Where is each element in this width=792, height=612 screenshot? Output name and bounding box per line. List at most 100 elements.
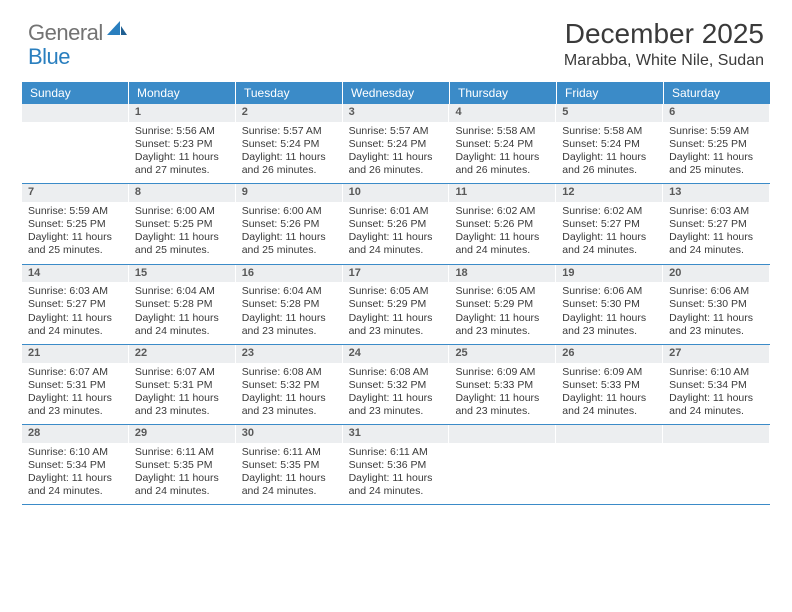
- daylight-text: Daylight: 11 hours and 26 minutes.: [242, 151, 336, 177]
- sunset-text: Sunset: 5:25 PM: [135, 218, 229, 231]
- sunrise-text: Sunrise: 5:59 AM: [669, 125, 763, 138]
- sunrise-text: Sunrise: 6:06 AM: [562, 285, 656, 298]
- cell-body: Sunrise: 5:58 AMSunset: 5:24 PMDaylight:…: [556, 122, 662, 184]
- cell-body: Sunrise: 6:04 AMSunset: 5:28 PMDaylight:…: [129, 282, 235, 344]
- daylight-text: Daylight: 11 hours and 27 minutes.: [135, 151, 229, 177]
- title-block: December 2025 Marabba, White Nile, Sudan: [564, 18, 764, 70]
- daylight-text: Daylight: 11 hours and 24 minutes.: [28, 312, 122, 338]
- calendar-cell: 2 Sunrise: 5:57 AMSunset: 5:24 PMDaylight…: [236, 104, 343, 183]
- calendar-week-row: 14Sunrise: 6:03 AMSunset: 5:27 PMDayligh…: [22, 265, 770, 345]
- daylight-text: Daylight: 11 hours and 23 minutes.: [28, 392, 122, 418]
- sunrise-text: Sunrise: 6:02 AM: [562, 205, 656, 218]
- calendar-cell: 15Sunrise: 6:04 AMSunset: 5:28 PMDayligh…: [129, 265, 236, 344]
- calendar-cell: 1Sunrise: 5:56 AMSunset: 5:23 PMDaylight…: [129, 104, 236, 183]
- daylight-text: Daylight: 11 hours and 24 minutes.: [135, 472, 229, 498]
- day-number: 27: [663, 345, 769, 363]
- weekday-header: Sunday: [22, 82, 129, 104]
- day-number: 31: [343, 425, 449, 443]
- cell-body: Sunrise: 6:09 AMSunset: 5:33 PMDaylight:…: [556, 363, 662, 425]
- cell-body: Sunrise: 6:00 AMSunset: 5:26 PMDaylight:…: [236, 202, 342, 264]
- daylight-text: Daylight: 11 hours and 26 minutes.: [562, 151, 656, 177]
- sunrise-text: Sunrise: 6:01 AM: [349, 205, 443, 218]
- daylight-text: Daylight: 11 hours and 24 minutes.: [349, 231, 443, 257]
- cell-body: Sunrise: 6:07 AMSunset: 5:31 PMDaylight:…: [22, 363, 128, 425]
- day-number: 24: [343, 345, 449, 363]
- calendar-cell: 27Sunrise: 6:10 AMSunset: 5:34 PMDayligh…: [663, 345, 770, 424]
- cell-body: Sunrise: 6:03 AMSunset: 5:27 PMDaylight:…: [663, 202, 769, 264]
- weekday-header: Wednesday: [343, 82, 450, 104]
- calendar-cell: 11Sunrise: 6:02 AMSunset: 5:26 PMDayligh…: [449, 184, 556, 263]
- cell-body: Sunrise: 6:11 AMSunset: 5:35 PMDaylight:…: [129, 443, 235, 505]
- daylight-text: Daylight: 11 hours and 23 minutes.: [455, 392, 549, 418]
- calendar-week-row: 7Sunrise: 5:59 AMSunset: 5:25 PMDaylight…: [22, 184, 770, 264]
- calendar-cell: [449, 425, 556, 504]
- day-number: 3: [343, 104, 449, 122]
- day-number: 19: [556, 265, 662, 283]
- daylight-text: Daylight: 11 hours and 24 minutes.: [455, 231, 549, 257]
- day-number: 11: [449, 184, 555, 202]
- day-number: 9: [236, 184, 342, 202]
- sunset-text: Sunset: 5:24 PM: [562, 138, 656, 151]
- daylight-text: Daylight: 11 hours and 25 minutes.: [242, 231, 336, 257]
- calendar-cell: 13Sunrise: 6:03 AMSunset: 5:27 PMDayligh…: [663, 184, 770, 263]
- sunrise-text: Sunrise: 6:11 AM: [349, 446, 443, 459]
- day-number: 5: [556, 104, 662, 122]
- sunrise-text: Sunrise: 6:06 AM: [669, 285, 763, 298]
- daylight-text: Daylight: 11 hours and 23 minutes.: [669, 312, 763, 338]
- sunset-text: Sunset: 5:28 PM: [242, 298, 336, 311]
- sunset-text: Sunset: 5:36 PM: [349, 459, 443, 472]
- sunset-text: Sunset: 5:30 PM: [669, 298, 763, 311]
- day-number: 20: [663, 265, 769, 283]
- sunset-text: Sunset: 5:25 PM: [669, 138, 763, 151]
- daylight-text: Daylight: 11 hours and 23 minutes.: [135, 392, 229, 418]
- sunrise-text: Sunrise: 5:57 AM: [349, 125, 443, 138]
- day-number: 13: [663, 184, 769, 202]
- calendar-cell: 12Sunrise: 6:02 AMSunset: 5:27 PMDayligh…: [556, 184, 663, 263]
- logo: General: [28, 18, 129, 47]
- sunset-text: Sunset: 5:26 PM: [242, 218, 336, 231]
- sunrise-text: Sunrise: 6:04 AM: [242, 285, 336, 298]
- day-number: [663, 425, 769, 443]
- sunset-text: Sunset: 5:24 PM: [242, 138, 336, 151]
- sunset-text: Sunset: 5:31 PM: [28, 379, 122, 392]
- sunrise-text: Sunrise: 6:05 AM: [455, 285, 549, 298]
- day-number: 7: [22, 184, 128, 202]
- calendar-cell: 14Sunrise: 6:03 AMSunset: 5:27 PMDayligh…: [22, 265, 129, 344]
- page-header: General December 2025 Marabba, White Nil…: [0, 0, 792, 76]
- cell-body: Sunrise: 6:02 AMSunset: 5:26 PMDaylight:…: [449, 202, 555, 264]
- cell-body: Sunrise: 6:04 AMSunset: 5:28 PMDaylight:…: [236, 282, 342, 344]
- sunrise-text: Sunrise: 5:56 AM: [135, 125, 229, 138]
- daylight-text: Daylight: 11 hours and 23 minutes.: [349, 312, 443, 338]
- weekday-header: Saturday: [664, 82, 770, 104]
- cell-body: Sunrise: 6:06 AMSunset: 5:30 PMDaylight:…: [556, 282, 662, 344]
- cell-body: Sunrise: 6:11 AMSunset: 5:35 PMDaylight:…: [236, 443, 342, 505]
- sunrise-text: Sunrise: 6:07 AM: [135, 366, 229, 379]
- sunset-text: Sunset: 5:24 PM: [349, 138, 443, 151]
- sunset-text: Sunset: 5:30 PM: [562, 298, 656, 311]
- weekday-header-row: SundayMondayTuesdayWednesdayThursdayFrid…: [22, 82, 770, 104]
- day-number: 12: [556, 184, 662, 202]
- sunset-text: Sunset: 5:26 PM: [455, 218, 549, 231]
- calendar-cell: [556, 425, 663, 504]
- calendar-cell: 7Sunrise: 5:59 AMSunset: 5:25 PMDaylight…: [22, 184, 129, 263]
- sunset-text: Sunset: 5:27 PM: [669, 218, 763, 231]
- calendar-cell: 9Sunrise: 6:00 AMSunset: 5:26 PMDaylight…: [236, 184, 343, 263]
- calendar-cell: 26Sunrise: 6:09 AMSunset: 5:33 PMDayligh…: [556, 345, 663, 424]
- calendar-cell: 23Sunrise: 6:08 AMSunset: 5:32 PMDayligh…: [236, 345, 343, 424]
- day-number: 21: [22, 345, 128, 363]
- cell-body: Sunrise: 5:56 AMSunset: 5:23 PMDaylight:…: [129, 122, 235, 184]
- calendar-cell: 17Sunrise: 6:05 AMSunset: 5:29 PMDayligh…: [343, 265, 450, 344]
- sunrise-text: Sunrise: 6:09 AM: [562, 366, 656, 379]
- calendar-cell: 29Sunrise: 6:11 AMSunset: 5:35 PMDayligh…: [129, 425, 236, 504]
- sunrise-text: Sunrise: 6:07 AM: [28, 366, 122, 379]
- daylight-text: Daylight: 11 hours and 24 minutes.: [28, 472, 122, 498]
- sunrise-text: Sunrise: 5:57 AM: [242, 125, 336, 138]
- sunset-text: Sunset: 5:35 PM: [242, 459, 336, 472]
- day-number: 29: [129, 425, 235, 443]
- day-number: 2: [236, 104, 342, 122]
- daylight-text: Daylight: 11 hours and 26 minutes.: [455, 151, 549, 177]
- daylight-text: Daylight: 11 hours and 23 minutes.: [242, 392, 336, 418]
- location-label: Marabba, White Nile, Sudan: [564, 52, 764, 70]
- calendar-cell: 24Sunrise: 6:08 AMSunset: 5:32 PMDayligh…: [343, 345, 450, 424]
- day-number: 4: [449, 104, 555, 122]
